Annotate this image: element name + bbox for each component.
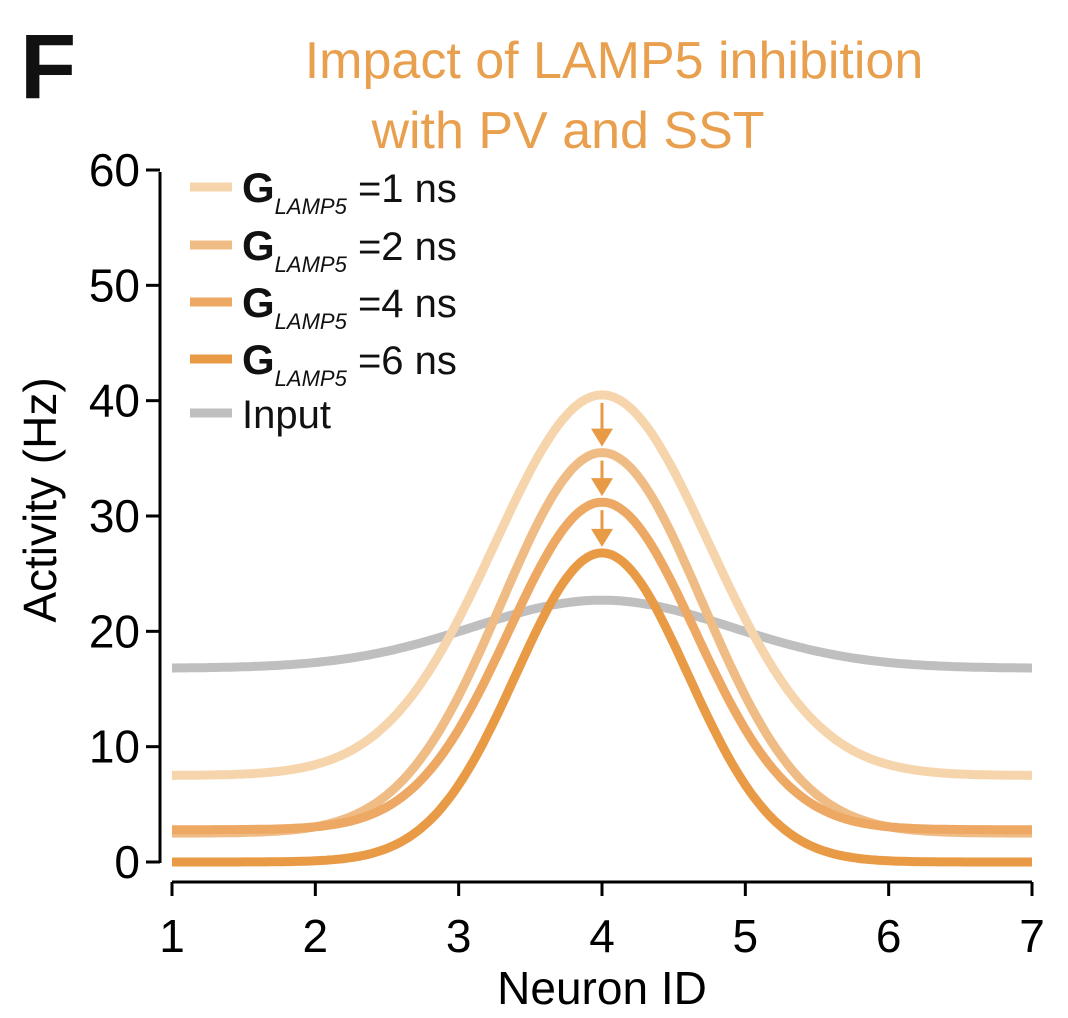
panel-label: F — [20, 16, 76, 118]
legend-label: GLAMP5 =2 ns — [242, 222, 457, 277]
series-line-0 — [172, 390, 1032, 780]
legend-label: Input — [242, 393, 331, 437]
y-ticks: 0 10 20 30 40 50 60 — [89, 144, 160, 888]
legend-value: =1 ns — [347, 167, 457, 211]
legend-subscript: LAMP5 — [275, 252, 348, 277]
x-tick-label: 6 — [876, 910, 902, 962]
legend-value: =2 ns — [347, 225, 457, 269]
legend-value: =4 ns — [347, 282, 457, 326]
x-tick-label: 5 — [733, 910, 759, 962]
legend-item: GLAMP5 =4 ns — [190, 279, 457, 334]
x-tick-label: 1 — [159, 910, 185, 962]
legend-label: GLAMP5 =1 ns — [242, 164, 457, 219]
legend-g: G — [242, 222, 275, 269]
series-line-3 — [172, 548, 1032, 867]
y-tick-label: 40 — [89, 375, 140, 427]
legend-item: GLAMP5 =6 ns — [190, 336, 457, 391]
y-tick-label: 30 — [89, 490, 140, 542]
legend-input-label: Input — [242, 393, 331, 437]
y-tick-label: 10 — [89, 721, 140, 773]
legend-subscript: LAMP5 — [275, 194, 348, 219]
y-axis-label: Activity (Hz) — [14, 377, 66, 622]
arrow-head — [591, 428, 613, 447]
chart-title-line-1: Impact of LAMP5 inhibition — [305, 32, 924, 90]
arrow-head — [591, 528, 613, 547]
legend-subscript: LAMP5 — [275, 366, 348, 391]
legend-g: G — [242, 279, 275, 326]
legend-subscript: LAMP5 — [275, 309, 348, 334]
series-line-4 — [172, 595, 1032, 673]
chart-title-line-2: with PV and SST — [370, 102, 764, 160]
x-axis-label: Neuron ID — [497, 962, 707, 1014]
x-tick-label: 7 — [1019, 910, 1045, 962]
legend-g: G — [242, 336, 275, 383]
legend-g: G — [242, 164, 275, 211]
arrow-head — [591, 478, 613, 497]
x-tick-label: 2 — [303, 910, 329, 962]
arrows-group — [591, 402, 613, 547]
y-tick-label: 50 — [89, 259, 140, 311]
x-ticks: 1 2 3 4 5 6 7 — [159, 882, 1045, 962]
y-tick-label: 0 — [114, 836, 140, 888]
y-tick-label: 60 — [89, 144, 140, 196]
x-tick-label: 4 — [589, 910, 615, 962]
legend-item: Input — [190, 393, 331, 437]
legend-value: =6 ns — [347, 339, 457, 383]
x-tick-label: 3 — [446, 910, 472, 962]
series-group — [172, 390, 1032, 867]
series-line-1 — [172, 448, 1032, 838]
legend-item: GLAMP5 =2 ns — [190, 222, 457, 277]
legend-item: GLAMP5 =1 ns — [190, 164, 457, 219]
axes — [158, 172, 1032, 884]
series-line-2 — [172, 497, 1032, 835]
legend-label: GLAMP5 =4 ns — [242, 279, 457, 334]
legend-label: GLAMP5 =6 ns — [242, 336, 457, 391]
y-tick-label: 20 — [89, 605, 140, 657]
